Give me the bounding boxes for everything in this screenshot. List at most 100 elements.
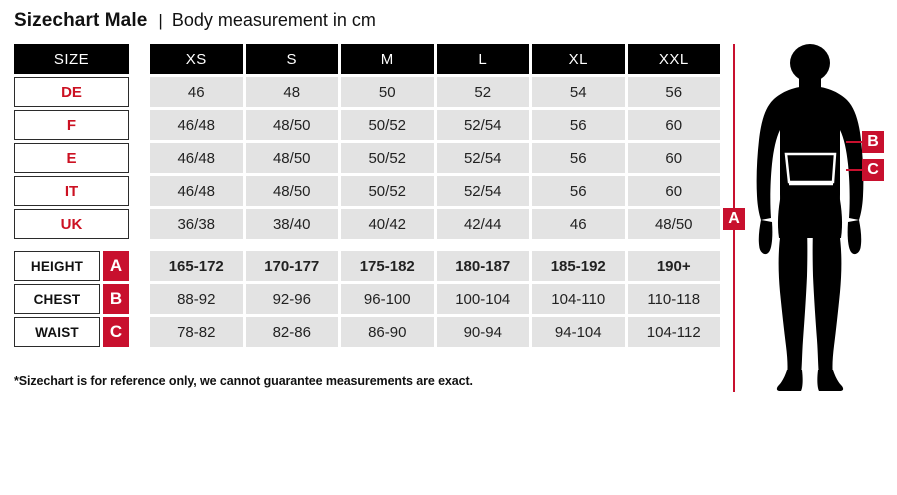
table-row: HEIGHT A 165-172 170-177 175-182 180-187… bbox=[14, 251, 720, 281]
chest-leader-line bbox=[846, 141, 862, 143]
table-cell: 82-86 bbox=[245, 317, 338, 347]
table-cell: 96-100 bbox=[341, 284, 434, 314]
table-cell: 94-104 bbox=[532, 317, 625, 347]
table-cell: 40/42 bbox=[341, 209, 434, 239]
table-cell: 48/50 bbox=[627, 209, 720, 239]
table-cell: 50/52 bbox=[341, 110, 434, 140]
table-row: DE 46 48 50 52 54 56 bbox=[14, 77, 720, 107]
table-row: E 46/48 48/50 50/52 52/54 56 60 bbox=[14, 143, 720, 173]
sizechart-table: SIZE XS S M L XL XXL DE 46 48 50 52 54 5… bbox=[14, 44, 720, 347]
table-row: UK 36/38 38/40 40/42 42/44 46 48/50 bbox=[14, 209, 720, 239]
column-header: L bbox=[436, 44, 529, 74]
row-label-country: DE bbox=[14, 77, 129, 107]
disclaimer-note: *Sizechart is for reference only, we can… bbox=[14, 374, 473, 388]
table-cell: 48/50 bbox=[245, 110, 338, 140]
title-main: Sizechart Male bbox=[14, 10, 148, 31]
table-row: IT 46/48 48/50 50/52 52/54 56 60 bbox=[14, 176, 720, 206]
header-columns: XS S M L XL XXL bbox=[150, 44, 720, 74]
table-cell: 104-110 bbox=[532, 284, 625, 314]
table-cell: 86-90 bbox=[341, 317, 434, 347]
row-values: 46/48 48/50 50/52 52/54 56 60 bbox=[150, 176, 720, 206]
column-header: S bbox=[245, 44, 338, 74]
male-body-silhouette bbox=[756, 44, 864, 391]
figure-badge-c: C bbox=[862, 159, 884, 181]
row-values: 36/38 38/40 40/42 42/44 46 48/50 bbox=[150, 209, 720, 239]
table-cell: 104-112 bbox=[627, 317, 720, 347]
table-cell: 60 bbox=[627, 176, 720, 206]
column-header: M bbox=[341, 44, 434, 74]
section-divider bbox=[14, 242, 720, 251]
table-cell: 90-94 bbox=[436, 317, 529, 347]
header-label-size: SIZE bbox=[14, 44, 129, 74]
table-cell: 52 bbox=[436, 77, 529, 107]
table-row: F 46/48 48/50 50/52 52/54 56 60 bbox=[14, 110, 720, 140]
table-cell: 185-192 bbox=[532, 251, 625, 281]
table-cell: 54 bbox=[532, 77, 625, 107]
table-cell: 52/54 bbox=[436, 176, 529, 206]
row-label-country: E bbox=[14, 143, 129, 173]
measurement-name: WAIST bbox=[14, 317, 100, 347]
waist-leader-line bbox=[846, 169, 862, 171]
table-cell: 50/52 bbox=[341, 143, 434, 173]
table-cell: 46/48 bbox=[150, 110, 243, 140]
row-label-waist: WAIST C bbox=[14, 317, 129, 347]
table-cell: 190+ bbox=[627, 251, 720, 281]
row-values: 165-172 170-177 175-182 180-187 185-192 … bbox=[150, 251, 720, 281]
table-cell: 50/52 bbox=[341, 176, 434, 206]
table-cell: 48/50 bbox=[245, 176, 338, 206]
column-header: XL bbox=[532, 44, 625, 74]
row-values: 46 48 50 52 54 56 bbox=[150, 77, 720, 107]
table-cell: 175-182 bbox=[341, 251, 434, 281]
table-cell: 48/50 bbox=[245, 143, 338, 173]
figure-badge-a: A bbox=[723, 208, 745, 230]
table-cell: 60 bbox=[627, 110, 720, 140]
table-cell: 46/48 bbox=[150, 143, 243, 173]
table-cell: 170-177 bbox=[245, 251, 338, 281]
table-cell: 46 bbox=[150, 77, 243, 107]
table-cell: 56 bbox=[532, 143, 625, 173]
table-cell: 46/48 bbox=[150, 176, 243, 206]
measurement-badge-c: C bbox=[103, 317, 129, 347]
table-cell: 92-96 bbox=[245, 284, 338, 314]
table-cell: 56 bbox=[532, 176, 625, 206]
row-label-height: HEIGHT A bbox=[14, 251, 129, 281]
body-figure-panel: A B C bbox=[715, 30, 897, 430]
measurement-name: CHEST bbox=[14, 284, 100, 314]
table-cell: 36/38 bbox=[150, 209, 243, 239]
row-label-country: F bbox=[14, 110, 129, 140]
column-header: XS bbox=[150, 44, 243, 74]
row-values: 78-82 82-86 86-90 90-94 94-104 104-112 bbox=[150, 317, 720, 347]
title-subtitle: Body measurement in cm bbox=[171, 10, 376, 30]
measurement-name: HEIGHT bbox=[14, 251, 100, 281]
table-cell: 52/54 bbox=[436, 143, 529, 173]
table-row: WAIST C 78-82 82-86 86-90 90-94 94-104 1… bbox=[14, 317, 720, 347]
table-cell: 88-92 bbox=[150, 284, 243, 314]
table-cell: 60 bbox=[627, 143, 720, 173]
row-values: 88-92 92-96 96-100 100-104 104-110 110-1… bbox=[150, 284, 720, 314]
row-label-country: IT bbox=[14, 176, 129, 206]
column-header: XXL bbox=[627, 44, 720, 74]
measurement-badge-b: B bbox=[103, 284, 129, 314]
table-cell: 165-172 bbox=[150, 251, 243, 281]
table-cell: 50 bbox=[341, 77, 434, 107]
chest-band bbox=[784, 152, 837, 184]
table-cell: 52/54 bbox=[436, 110, 529, 140]
measurement-badge-a: A bbox=[103, 251, 129, 281]
table-cell: 56 bbox=[627, 77, 720, 107]
table-cell: 78-82 bbox=[150, 317, 243, 347]
row-values: 46/48 48/50 50/52 52/54 56 60 bbox=[150, 143, 720, 173]
page-title: Sizechart Male | Body measurement in cm bbox=[14, 10, 376, 32]
table-cell: 48 bbox=[245, 77, 338, 107]
title-separator: | bbox=[158, 11, 163, 30]
table-cell: 180-187 bbox=[436, 251, 529, 281]
table-header-row: SIZE XS S M L XL XXL bbox=[14, 44, 720, 74]
table-cell: 100-104 bbox=[436, 284, 529, 314]
table-cell: 42/44 bbox=[436, 209, 529, 239]
table-cell: 110-118 bbox=[627, 284, 720, 314]
row-label-country: UK bbox=[14, 209, 129, 239]
table-cell: 56 bbox=[532, 110, 625, 140]
table-cell: 38/40 bbox=[245, 209, 338, 239]
table-row: CHEST B 88-92 92-96 96-100 100-104 104-1… bbox=[14, 284, 720, 314]
row-label-chest: CHEST B bbox=[14, 284, 129, 314]
row-values: 46/48 48/50 50/52 52/54 56 60 bbox=[150, 110, 720, 140]
